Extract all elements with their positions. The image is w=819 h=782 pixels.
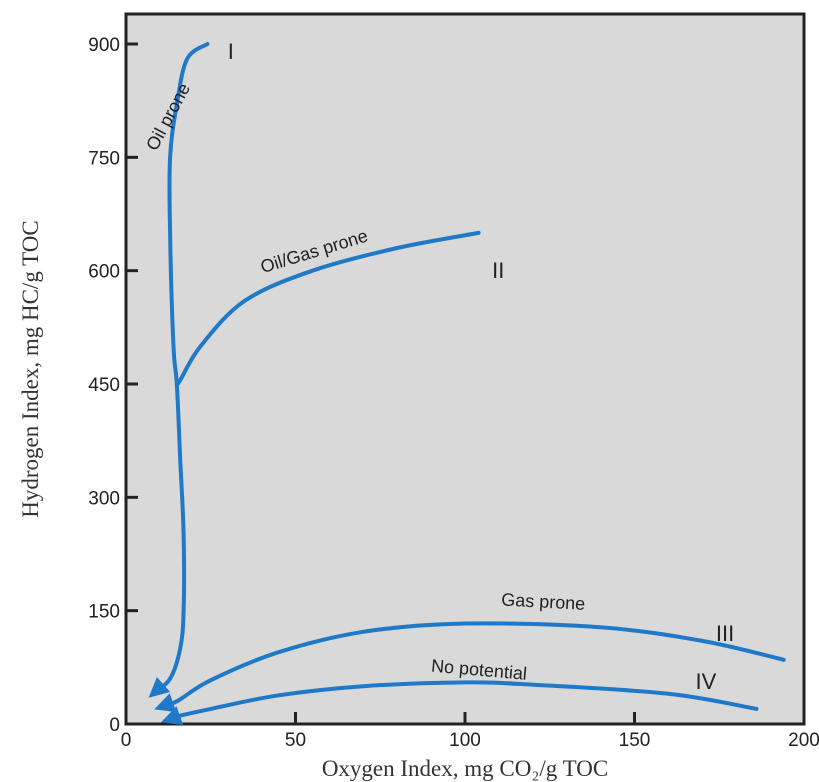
curve-no-potential: [161, 680, 759, 725]
kerogen-type-label: IV: [696, 669, 717, 694]
y-tick-label: 600: [88, 262, 120, 283]
y-tick-label: 150: [88, 602, 120, 623]
kerogen-curves: [148, 42, 786, 725]
y-tick-label: 900: [88, 35, 120, 56]
curve-oil-gas-prone: [174, 230, 481, 387]
x-tick-label: 150: [619, 730, 651, 751]
curve-label-gas-prone: Gas prone: [501, 589, 586, 613]
kerogen-type-label: I: [228, 39, 234, 64]
y-tick-label: 300: [88, 488, 120, 509]
axis-ticks: 0 50 100 150 200 0 150 300 450 600 750 900: [88, 35, 819, 751]
kerogen-type-label: III: [716, 621, 734, 646]
x-tick-label: 100: [449, 730, 481, 751]
y-tick-label: 750: [88, 148, 120, 169]
x-tick-label: 50: [285, 730, 306, 751]
plot-area: [124, 12, 806, 726]
y-tick-label: 450: [88, 375, 120, 396]
curve-gas-prone: [154, 621, 786, 713]
x-tick-label: 0: [121, 730, 132, 751]
y-tick-label: 0: [109, 715, 120, 736]
kerogen-type-label: II: [492, 258, 504, 283]
y-axis-title: Hydrogen Index, mg HC/g TOC: [18, 220, 43, 518]
x-tick-label: 200: [788, 730, 819, 751]
x-axis-title: Oxygen Index, mg CO₂/g TOC: [322, 756, 608, 781]
